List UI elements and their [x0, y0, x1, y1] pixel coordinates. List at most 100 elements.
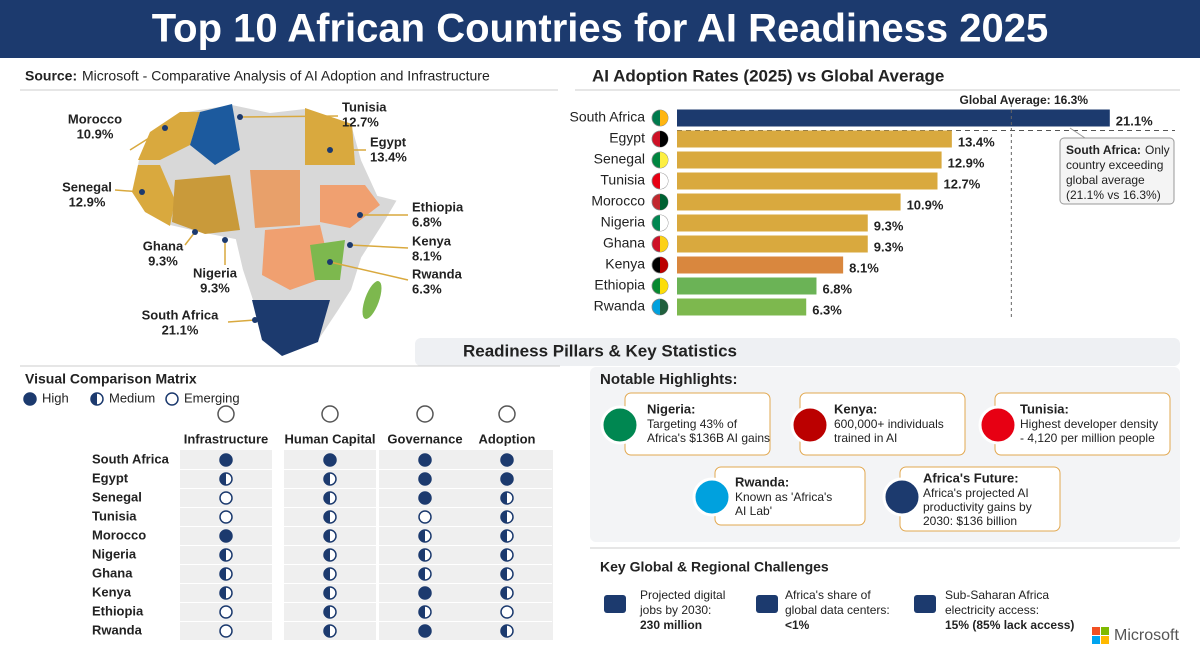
annotation-box: [1059, 137, 1175, 205]
leader-dot: [162, 125, 168, 131]
rating-half: [220, 587, 226, 599]
row-label: Rwanda: [92, 622, 143, 637]
rating-half: [324, 492, 330, 504]
highlight-line: Highest developer density: [1020, 417, 1158, 431]
leader-line: [129, 127, 166, 151]
bar: [677, 256, 844, 274]
map-country: Morocco: [68, 111, 122, 126]
highlight-line: - 4,120 per million people: [1020, 431, 1155, 445]
map-value: 12.9%: [69, 194, 106, 209]
flag-half: [660, 152, 668, 168]
flag-half: [660, 110, 668, 126]
map-value: 12.7%: [342, 114, 379, 129]
section-band: [415, 338, 1180, 366]
rating-icon: [500, 453, 514, 467]
legend-label: Emerging: [184, 390, 240, 405]
rating-icon: [500, 605, 514, 619]
flag-half: [660, 257, 668, 273]
bar: [677, 193, 901, 211]
map-country: Ghana: [143, 238, 184, 253]
rating-half: [324, 511, 330, 523]
highlight-line: Africa's projected AI: [923, 486, 1029, 500]
rating-icon: [500, 472, 514, 486]
flag-half: [660, 173, 668, 189]
region: [190, 104, 240, 165]
leader-dot: [347, 242, 353, 248]
challenge-line: electricity access:: [945, 603, 1039, 617]
bar: [677, 172, 938, 190]
rating-half: [501, 511, 507, 523]
challenge-line: Africa's share of: [785, 588, 871, 602]
rating-icon: [165, 392, 179, 406]
annotation-line: global average: [1066, 173, 1145, 187]
row-label: Morocco: [92, 527, 146, 542]
rating-half: [501, 625, 507, 637]
section-title: Readiness Pillars & Key Statistics: [463, 341, 737, 360]
highlight-icon: [978, 405, 1018, 445]
category-label: Tunisia: [600, 172, 645, 188]
rating-half: [91, 393, 97, 405]
map-country: Rwanda: [412, 266, 463, 281]
rating-icon: [219, 529, 233, 543]
highlight-icon: [790, 405, 830, 445]
rating-half: [419, 530, 425, 542]
highlight-title: Rwanda:: [735, 474, 789, 489]
leader-dot: [252, 317, 258, 323]
source-label: Source:: [25, 68, 77, 84]
value-label: 6.8%: [822, 281, 852, 296]
reference-label: Global Average: 16.3%: [960, 93, 1089, 107]
rating-half: [501, 568, 507, 580]
source-text: Microsoft - Comparative Analysis of AI A…: [82, 68, 490, 84]
map-country: Nigeria: [193, 265, 238, 280]
column-icon: [416, 405, 434, 423]
region: [310, 240, 345, 280]
rating-half: [501, 549, 507, 561]
bar: [677, 109, 1110, 127]
challenge-figure: 15% (85% lack access): [945, 618, 1074, 632]
highlight-icon: [600, 405, 640, 445]
map-country: Ethiopia: [412, 199, 464, 214]
highlights-title: Notable Highlights:: [600, 371, 738, 388]
highlight-line: productivity gains by: [923, 500, 1032, 514]
category-label: South Africa: [570, 109, 646, 125]
challenge-line: global data centers:: [785, 603, 890, 617]
leader-dot: [327, 259, 333, 265]
bar: [677, 151, 942, 169]
map-country: South Africa: [142, 307, 220, 322]
highlight-icon: [882, 477, 922, 517]
bar: [677, 214, 868, 232]
value-label: 12.9%: [948, 155, 985, 170]
bar: [677, 130, 952, 148]
highlight-title: Nigeria:: [647, 401, 695, 416]
map-value: 21.1%: [162, 322, 199, 337]
challenge-icon: [756, 595, 778, 613]
region: [250, 170, 300, 228]
rating-half: [324, 549, 330, 561]
legend-label: Medium: [109, 390, 155, 405]
category-label: Morocco: [591, 193, 645, 209]
category-label: Kenya: [605, 256, 645, 272]
highlight-line: Known as 'Africa's: [735, 490, 832, 504]
flag-half: [660, 215, 668, 231]
rating-icon: [418, 491, 432, 505]
region: [252, 300, 330, 356]
rating-icon: [323, 453, 337, 467]
challenge-line: Projected digital: [640, 588, 725, 602]
rating-half: [220, 549, 226, 561]
row-label: Senegal: [92, 489, 142, 504]
row-label: Nigeria: [92, 546, 137, 561]
rating-half: [501, 530, 507, 542]
flag-half: [660, 131, 668, 147]
challenge-line: Sub-Saharan Africa: [945, 588, 1049, 602]
annotation-pointer: [1069, 127, 1086, 139]
category-label: Egypt: [609, 130, 645, 146]
highlight-line: Africa's $136B AI gains: [647, 431, 770, 445]
rating-half: [324, 530, 330, 542]
rating-icon: [418, 586, 432, 600]
flag-half: [660, 278, 668, 294]
rating-icon: [418, 624, 432, 638]
annotation-line: Only: [1145, 143, 1170, 157]
page-title: Top 10 African Countries for AI Readines…: [152, 7, 1049, 51]
map-value: 9.3%: [200, 280, 230, 295]
